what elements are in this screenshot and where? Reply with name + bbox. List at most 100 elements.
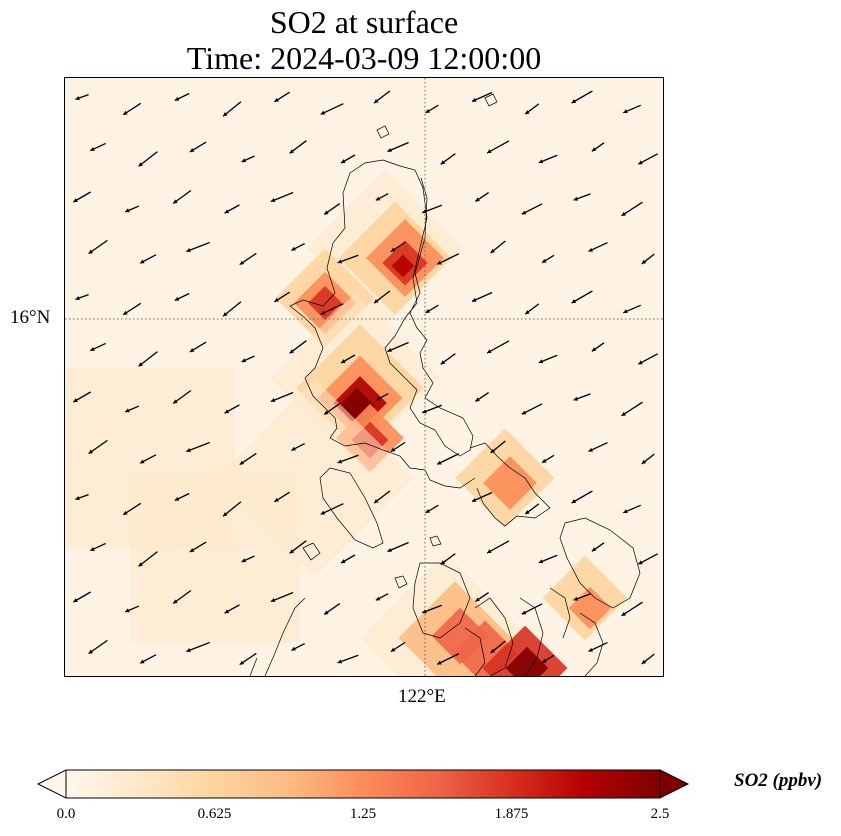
wind-arrow <box>224 604 240 614</box>
wind-arrow <box>471 291 493 303</box>
wind-arrow <box>189 141 207 153</box>
wind-arrow <box>387 141 409 153</box>
colorbar-label: SO2 (ppbv) <box>734 770 823 791</box>
coastline-panay <box>412 562 471 639</box>
wind-arrow <box>289 140 307 154</box>
wind-arrow <box>90 142 106 152</box>
wind-arrow <box>387 341 409 353</box>
wind-arrow <box>490 640 506 654</box>
wind-arrow <box>637 153 659 165</box>
wind-arrow <box>124 405 140 413</box>
wind-arrow <box>174 92 190 102</box>
wind-arrow <box>122 302 142 316</box>
wind-arrow <box>588 641 608 653</box>
wind-arrow <box>122 502 142 516</box>
wind-arrow <box>138 351 158 367</box>
wind-arrow <box>174 492 190 502</box>
wind-arrow <box>421 404 443 414</box>
wind-arrow <box>274 91 290 103</box>
wind-arrow <box>475 391 489 403</box>
wind-arrow <box>571 490 593 504</box>
wind-arrow <box>475 191 489 203</box>
wind-arrow <box>222 101 242 117</box>
wind-arrow <box>375 593 389 601</box>
wind-arrow <box>421 604 443 614</box>
coastline-islets <box>302 93 498 589</box>
so2-cell <box>130 473 300 643</box>
wind-arrow <box>124 205 140 213</box>
wind-arrow <box>323 403 341 415</box>
wind-arrow <box>186 441 210 453</box>
colorbar-tick-label: 2.5 <box>650 806 670 822</box>
wind-arrow <box>486 340 510 354</box>
wind-arrow <box>186 241 210 253</box>
wind-arrow <box>573 193 591 201</box>
wind-arrow <box>73 391 91 403</box>
coastline-palawan-tip <box>249 597 306 676</box>
map-canvas <box>65 78 663 676</box>
wind-arrow <box>436 453 460 465</box>
wind-arrow <box>521 403 543 415</box>
wind-arrow <box>373 90 391 104</box>
colorbar-gradient <box>65 769 661 799</box>
wind-arrow <box>591 342 605 352</box>
wind-arrow <box>475 591 489 603</box>
wind-arrow <box>621 601 643 617</box>
coastline-luzon <box>289 159 476 489</box>
wind-arrow <box>641 253 655 265</box>
wind-arrow <box>323 603 341 615</box>
wind-arrow <box>289 340 307 354</box>
wind-arrow <box>270 191 294 203</box>
wind-arrow <box>122 102 142 116</box>
wind-arrow <box>320 103 344 115</box>
wind-arrow <box>239 252 257 266</box>
colorbar-max-extension <box>659 769 690 799</box>
wind-arrow <box>490 440 506 454</box>
wind-arrow <box>588 241 608 253</box>
wind-arrow <box>486 140 510 154</box>
wind-arrow <box>641 453 655 465</box>
wind-arrow <box>425 104 439 114</box>
colorbar <box>36 769 690 799</box>
wind-arrow <box>440 553 456 565</box>
wind-arrow <box>390 441 406 453</box>
wind-arrow <box>541 254 555 264</box>
coastline-bicol <box>469 442 551 527</box>
wind-arrow <box>623 304 641 314</box>
wind-arrow <box>139 254 157 264</box>
colorbar-tick-label: 0.0 <box>56 806 76 822</box>
wind-arrow <box>337 254 359 264</box>
wind-arrow <box>588 441 608 453</box>
wind-arrow <box>239 652 257 666</box>
wind-arrow <box>241 355 255 363</box>
wind-arrow <box>189 341 207 353</box>
wind-arrow <box>641 653 655 665</box>
coastline-samar <box>559 517 641 609</box>
wind-arrow <box>436 653 460 665</box>
wind-arrow <box>222 301 242 317</box>
plot-title-line1: SO2 at surface <box>269 4 459 40</box>
wind-arrow <box>139 454 157 464</box>
wind-arrow <box>186 641 210 653</box>
wind-arrow <box>88 239 108 255</box>
wind-arrow <box>320 503 344 515</box>
wind-arrow <box>241 555 255 563</box>
wind-arrow <box>623 504 641 514</box>
wind-arrow <box>75 493 89 501</box>
wind-arrow <box>440 153 456 165</box>
coastline-negros-cebu <box>464 597 544 676</box>
wind-arrow <box>320 303 344 315</box>
wind-arrow <box>375 193 389 201</box>
colorbar-min-extension <box>36 769 67 799</box>
wind-arrow <box>172 390 192 404</box>
coastline-leyte <box>549 587 604 676</box>
wind-arrow <box>138 551 158 567</box>
wind-arrow <box>270 591 294 603</box>
wind-arrow <box>524 303 540 315</box>
wind-arrow <box>241 155 255 163</box>
wind-arrow <box>189 541 207 553</box>
wind-arrow <box>573 593 591 601</box>
wind-arrow <box>274 291 290 303</box>
longitude-tick-label: 122°E <box>398 686 446 707</box>
wind-arrow <box>270 391 294 403</box>
